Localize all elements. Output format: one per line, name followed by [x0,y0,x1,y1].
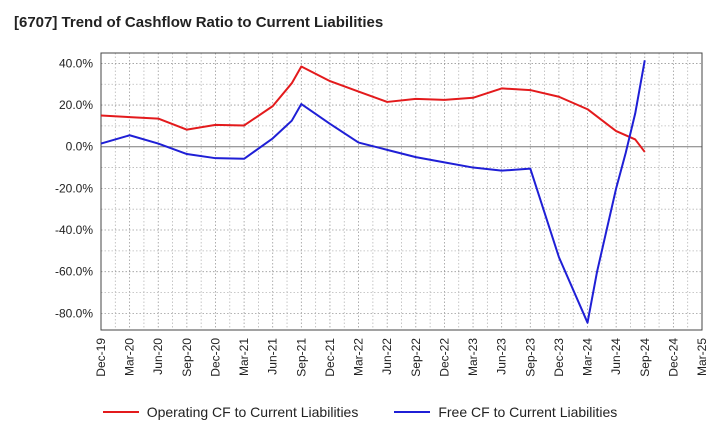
x-tick-label: Sep-22 [409,338,423,377]
legend-item-free-cf: Free CF to Current Liabilities [394,404,617,420]
legend-label-free-cf: Free CF to Current Liabilities [438,404,618,420]
series-line-operating-cf [100,65,646,153]
y-tick-label: -40.0% [55,223,93,237]
y-tick-label: 20.0% [59,98,93,112]
x-tick-label: Mar-24 [581,338,595,376]
axes [100,52,703,331]
series-line-free-cf [100,60,646,324]
x-tick-labels: Dec-19 Mar-20 Jun-20 Sep-20 Dec-20 Mar-21 Jun-… [94,338,709,377]
x-tick-label: Mar-20 [123,338,137,376]
x-tick-label: Sep-23 [523,338,537,377]
legend-swatch-free-cf [394,411,431,413]
y-tick-label: -60.0% [55,265,93,279]
x-tick-label: Mar-22 [352,338,366,376]
x-tick-label: Jun-21 [266,338,280,375]
x-tick-label: Dec-23 [552,338,566,377]
grid [100,53,703,330]
x-tick-label: Dec-24 [666,338,680,377]
y-tick-labels: 40.0% 20.0% 0.0% -20.0% -40.0% -60.0% -80.0% [55,56,93,320]
y-tick-label: 0.0% [66,140,94,154]
chart-title: [6707] Trend of Cashflow Ratio to Curren… [14,14,384,31]
x-tick-label: Dec-21 [323,338,337,377]
y-tick-label: -80.0% [55,306,93,320]
x-tick-label: Jun-23 [495,338,509,375]
y-tick-label: 40.0% [59,56,93,70]
plot-frame [100,52,703,331]
x-tick-label: Sep-20 [180,338,194,377]
legend-label-operating-cf: Operating CF to Current Liabilities [146,404,359,420]
y-tick-label: -20.0% [55,181,93,195]
x-tick-label: Dec-19 [94,338,108,377]
x-tick-label: Jun-22 [380,338,394,375]
x-tick-label: Jun-24 [609,338,623,375]
x-tick-label: Dec-22 [437,338,451,377]
legend-swatch-operating-cf [102,411,139,413]
x-tick-label: Sep-21 [294,338,308,377]
series-lines [100,60,646,324]
x-tick-label: Mar-25 [695,338,709,376]
legend-item-operating-cf: Operating CF to Current Liabilities [102,404,359,420]
x-tick-label: Dec-20 [208,338,222,377]
x-tick-label: Jun-20 [151,338,165,375]
x-tick-label: Mar-23 [466,338,480,376]
legend: Operating CF to Current Liabilities Free… [0,404,720,420]
x-tick-label: Sep-24 [638,338,652,377]
x-tick-label: Mar-21 [237,338,251,376]
